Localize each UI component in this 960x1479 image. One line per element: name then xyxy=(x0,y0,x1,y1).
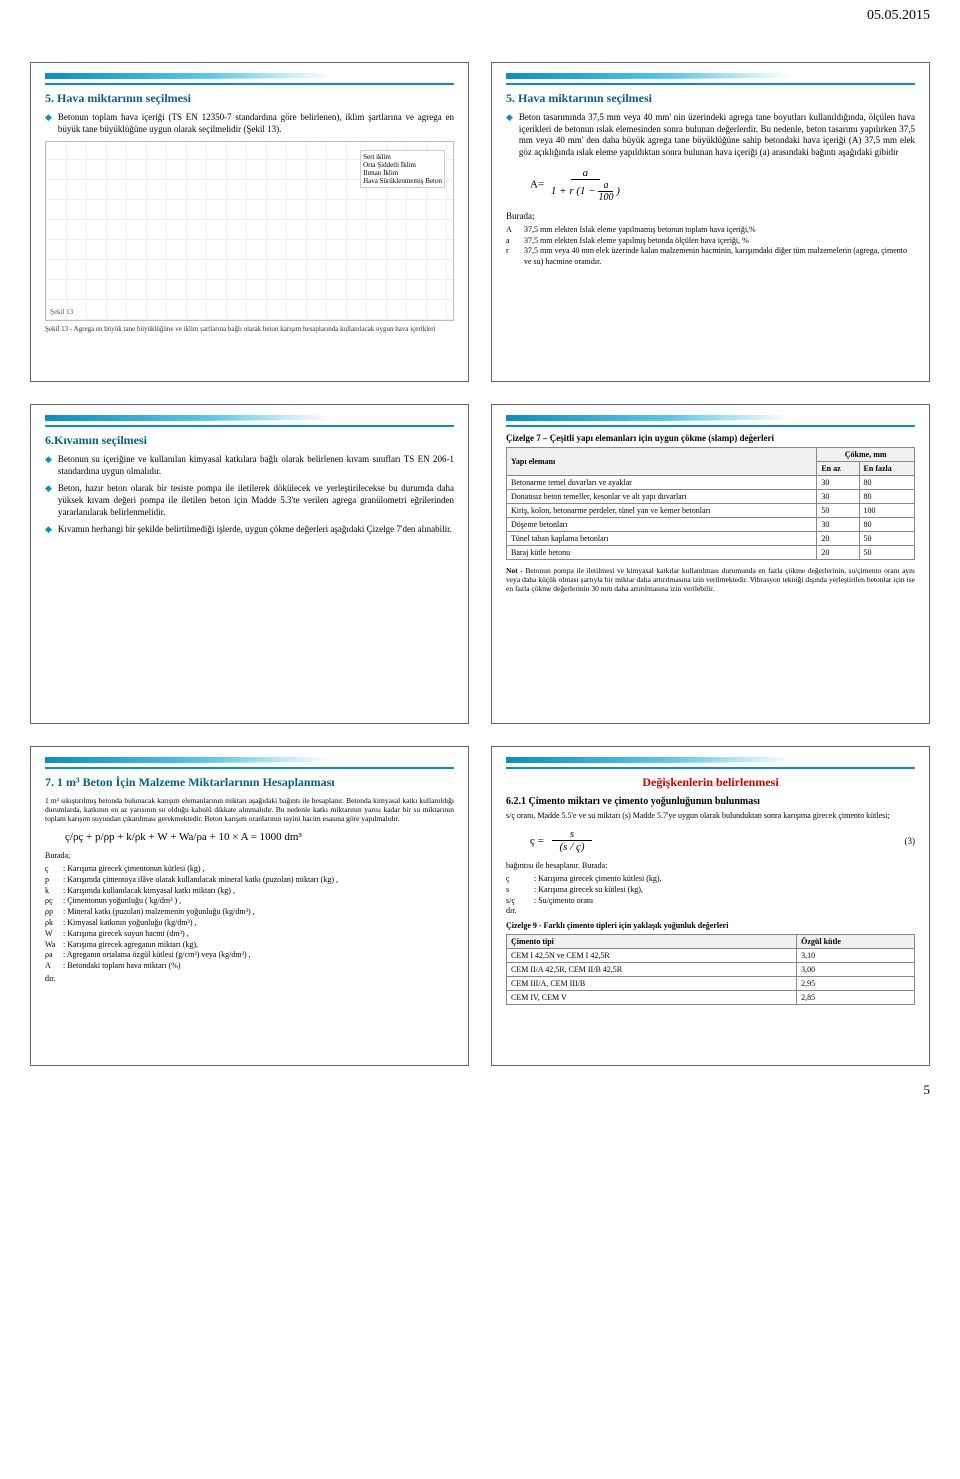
chart-legend: Sert iklim Orta Şiddetli İklim Ilıman İk… xyxy=(360,150,445,188)
table-row: Döşeme betonları3080 xyxy=(507,518,915,532)
def-row: ρa: Agreganın ortalama özgül kütlesi (g/… xyxy=(45,950,454,961)
table-row: CEM II/A 42,5R, CEM II/B 42,5R3,00 xyxy=(507,963,915,977)
slide6-defs: ç: Karışıma girecek çimento kütlesi (kg)… xyxy=(506,874,915,906)
table-cizelge9: Çimento tipiÖzgül kütle CEM I 42,5N ve C… xyxy=(506,934,915,1005)
def-row: Wa: Karışıma girecek agreganın miktarı (… xyxy=(45,940,454,951)
table-row: Tünel taban kaplama betonları2050 xyxy=(507,532,915,546)
slide6-eq: ç = s (s / ç) (3) xyxy=(530,828,915,853)
dir-label: dır. xyxy=(45,974,454,983)
slide2-bullet-text: Beton tasarımında 37,5 mm veya 40 mm' ni… xyxy=(519,112,915,159)
slide5-intro: 1 m³ sıkıştırılmış betonda bulunacak kar… xyxy=(45,796,454,823)
slide-degiskenler: Değişkenlerin belirlenmesi 6.2.1 Çimento… xyxy=(491,746,930,1066)
def-row: ρk: Kimyasal katkının yoğunluğu (kg/dm³)… xyxy=(45,918,454,929)
slide5-equation: ç/ρç + p/ρp + k/ρk + W + Wa/ρa + 10 × A … xyxy=(65,831,454,843)
table-row: CEM IV, CEM V2,85 xyxy=(507,991,915,1005)
def-row: ç: Karışıma girecek çimento kütlesi (kg)… xyxy=(506,874,915,885)
slide6-p2: bağıntısı ile hesaplanır. Burada: xyxy=(506,861,915,870)
slide1-title: 5. Hava miktarının seçilmesi xyxy=(45,91,454,106)
dir-label: dır. xyxy=(506,906,915,915)
burada-label: Burada; xyxy=(506,211,915,221)
slide-hava-1: 5. Hava miktarının seçilmesi ◆ Betonun t… xyxy=(30,62,469,382)
table-row: Baraj kütle betonu2050 xyxy=(507,546,915,560)
table7-caption: Çizelge 7 – Çeşitli yapı elemanları için… xyxy=(506,433,915,443)
table7-note: Not - Betonun pompa ile iletilmesi ve ki… xyxy=(506,566,915,593)
chart-caption: Şekil 13 - Agrega en büyük tane büyüklüğ… xyxy=(45,325,454,333)
slide3-b3: ◆Kıvamın herhangi bir şekilde belirtilme… xyxy=(45,524,454,536)
def-row: ç: Karışıma girecek çimentonun kütlesi (… xyxy=(45,864,454,875)
def-row: W: Karışıma girecek suyun hacmi (dm³) , xyxy=(45,929,454,940)
slide2-title: 5. Hava miktarının seçilmesi xyxy=(506,91,915,106)
bullet-icon: ◆ xyxy=(45,483,52,518)
def-row: A: Betondaki toplam hava miktarı (%) xyxy=(45,961,454,972)
slide3-b2: ◆Beton, hazır beton olarak bir tesiste p… xyxy=(45,483,454,518)
page-number: 5 xyxy=(0,1076,960,1116)
bullet-icon: ◆ xyxy=(45,454,52,477)
slide3-title: 6.Kıvamın seçilmesi xyxy=(45,433,454,448)
def-row: ρp: Mineral katkı (puzolan) malzemenin y… xyxy=(45,907,454,918)
slide3-b1: ◆Betonun su içeriğine ve kullanılan kimy… xyxy=(45,454,454,477)
bullet-icon: ◆ xyxy=(506,112,513,159)
def-row: k: Karışımda kullanılacak kimyasal katkı… xyxy=(45,886,454,897)
slide2-bullet: ◆ Beton tasarımında 37,5 mm veya 40 mm' … xyxy=(506,112,915,159)
table-row: Kiriş, kolon, betonarme perdeler, tünel … xyxy=(507,504,915,518)
slide1-bullet-text: Betonun toplam hava içeriği (TS EN 12350… xyxy=(58,112,454,135)
slide6-h1: 6.2.1 Çimento miktarı ve çimento yoğunlu… xyxy=(506,796,915,807)
table-row: CEM III/A, CEM III/B2,95 xyxy=(507,977,915,991)
def-row: ρç: Çimentonun yoğunluğu ( kg/dm³ ) , xyxy=(45,896,454,907)
slide-malzeme: 7. 1 m³ Beton İçin Malzeme Miktarlarının… xyxy=(30,746,469,1066)
slide5-defs: ç: Karışıma girecek çimentonun kütlesi (… xyxy=(45,864,454,972)
slide2-defs: A37,5 mm elekten Islak eleme yapılmamış … xyxy=(506,225,915,268)
table9-caption: Çizelge 9 - Farklı çimento tipleri için … xyxy=(506,921,915,930)
slide-hava-2: 5. Hava miktarının seçilmesi ◆ Beton tas… xyxy=(491,62,930,382)
table-row: Donatısız beton temeller, kesonlar ve al… xyxy=(507,490,915,504)
chart-figure-13: Sert iklim Orta Şiddetli İklim Ilıman İk… xyxy=(45,141,454,321)
slide5-title: 7. 1 m³ Beton İçin Malzeme Miktarlarının… xyxy=(45,775,454,790)
def-row: s: Karışıma girecek su kütlesi (kg), xyxy=(506,885,915,896)
table-cizelge7: Yapı elemanı Çökme, mm En az En fazla Be… xyxy=(506,447,915,560)
def-row: p: Karışımda çimentoya ilâve olarak kull… xyxy=(45,875,454,886)
table-row: CEM I 42,5N ve CEM I 42,5R3,10 xyxy=(507,949,915,963)
slide-kivam: 6.Kıvamın seçilmesi ◆Betonun su içeriğin… xyxy=(30,404,469,724)
def-row: s/ç: Su/çimento oranı xyxy=(506,896,915,907)
page-date: 05.05.2015 xyxy=(0,0,960,32)
bullet-icon: ◆ xyxy=(45,524,52,536)
slide6-p1: s/ç oranı, Madde 5.5'e ve su miktarı (s)… xyxy=(506,811,915,820)
bullet-icon: ◆ xyxy=(45,112,52,135)
formula-A: A= a 1 + r (1 − a 100 ) xyxy=(530,167,915,203)
slide-cizelge7: Çizelge 7 – Çeşitli yapı elemanları için… xyxy=(491,404,930,724)
table-row: Betonarme temel duvarları ve ayaklar3080 xyxy=(507,476,915,490)
slide1-bullet: ◆ Betonun toplam hava içeriği (TS EN 123… xyxy=(45,112,454,135)
slides-grid: 5. Hava miktarının seçilmesi ◆ Betonun t… xyxy=(0,32,960,1076)
slide6-title: Değişkenlerin belirlenmesi xyxy=(506,775,915,790)
burada-label: Burada; xyxy=(45,851,454,860)
